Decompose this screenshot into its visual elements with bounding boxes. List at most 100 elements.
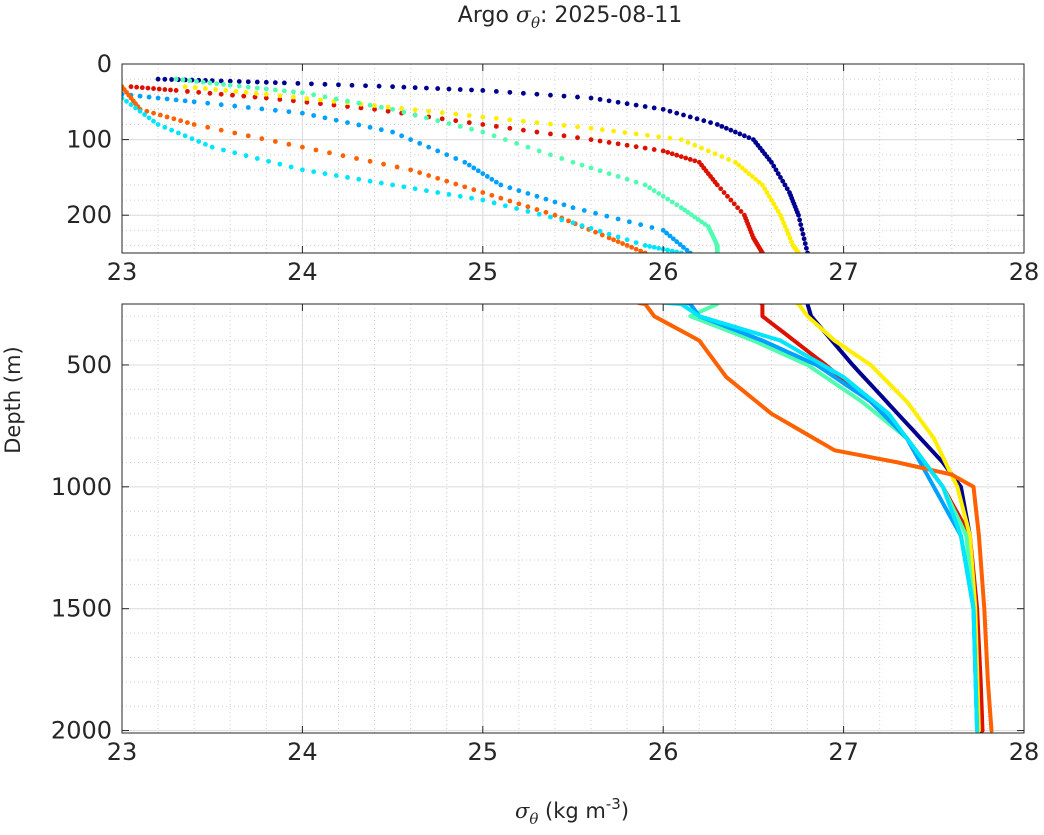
data-point [290, 89, 296, 95]
data-point [803, 245, 809, 251]
x-axis-label: σθ (kg m-3) [515, 795, 629, 828]
data-point [771, 201, 777, 207]
data-point [651, 188, 657, 194]
data-point [214, 81, 220, 87]
data-point [162, 87, 168, 92]
data-point [552, 212, 558, 218]
data-point [480, 171, 486, 177]
data-point [151, 118, 156, 124]
data-point [313, 147, 319, 153]
data-point [712, 151, 718, 157]
y-tick-label: 1000 [51, 473, 112, 501]
data-point [714, 122, 720, 127]
data-point [525, 209, 531, 214]
data-point [390, 182, 395, 188]
data-point [719, 154, 725, 160]
data-point [615, 99, 621, 105]
data-point [435, 118, 441, 124]
data-point [424, 85, 429, 91]
data-point [466, 162, 472, 168]
data-point [606, 231, 612, 237]
data-point [674, 239, 680, 245]
data-point [606, 235, 612, 241]
data-point [356, 176, 362, 182]
data-point [687, 114, 693, 120]
series-line-profile-3 [794, 304, 981, 733]
upper-ticks [121, 63, 1025, 253]
x-tick-label: 26 [648, 258, 679, 286]
data-point [367, 124, 373, 130]
data-point [606, 98, 612, 104]
x-label-exponent: -3 [606, 795, 621, 813]
data-point [784, 186, 790, 192]
data-point [184, 120, 190, 125]
data-point [633, 240, 639, 246]
y-tick-label: 1500 [51, 595, 112, 623]
data-point [760, 182, 765, 188]
y-tick-label: 2000 [51, 717, 112, 745]
data-point [638, 222, 644, 228]
data-point [221, 147, 226, 153]
data-point [728, 127, 734, 133]
data-point [507, 117, 513, 123]
data-point [252, 94, 258, 100]
data-point [453, 111, 459, 117]
data-point [694, 116, 700, 122]
data-point [699, 145, 704, 151]
data-point [784, 227, 790, 233]
data-point [633, 179, 639, 185]
data-point [259, 106, 265, 112]
data-point [669, 151, 675, 157]
data-point [764, 190, 770, 195]
data-point [189, 136, 195, 142]
data-point [194, 78, 199, 84]
title-prefix: Argo [458, 3, 516, 28]
data-point [651, 105, 657, 111]
data-point [187, 78, 193, 84]
data-point [173, 97, 179, 103]
data-point [142, 112, 147, 117]
data-point [164, 114, 170, 120]
data-point [773, 205, 779, 211]
x-tick-label: 28 [1009, 258, 1040, 286]
data-point [507, 198, 513, 204]
series-profile-4 [173, 76, 720, 253]
data-point [575, 94, 580, 100]
data-point [552, 199, 558, 205]
data-point [363, 83, 368, 89]
data-point [171, 116, 177, 122]
data-point [439, 116, 445, 122]
data-point [588, 95, 594, 101]
data-point [340, 153, 346, 159]
data-point [367, 178, 373, 184]
data-point [408, 137, 414, 143]
data-point [746, 171, 752, 177]
data-point [435, 190, 441, 195]
y-tick-label: 500 [66, 351, 112, 379]
data-point [399, 106, 405, 111]
data-point [520, 118, 526, 124]
data-point [543, 209, 549, 215]
data-point [480, 129, 486, 135]
data-point [796, 250, 801, 253]
series-profile-2 [128, 84, 765, 253]
data-point [493, 179, 499, 185]
data-point [358, 105, 364, 111]
data-point [157, 112, 163, 118]
data-point [401, 109, 407, 115]
data-point [401, 184, 407, 190]
title-subscript: θ [531, 14, 540, 32]
data-point [798, 222, 804, 228]
data-point [624, 237, 630, 243]
data-point [196, 89, 202, 95]
data-point [245, 79, 251, 85]
data-point [435, 175, 441, 181]
data-point [638, 248, 644, 253]
x-label-symbol: σ [515, 799, 530, 823]
data-point [254, 156, 260, 161]
data-point [756, 179, 762, 185]
data-point [390, 129, 395, 135]
data-point [401, 84, 407, 90]
data-point [559, 217, 565, 223]
data-point [520, 127, 526, 133]
